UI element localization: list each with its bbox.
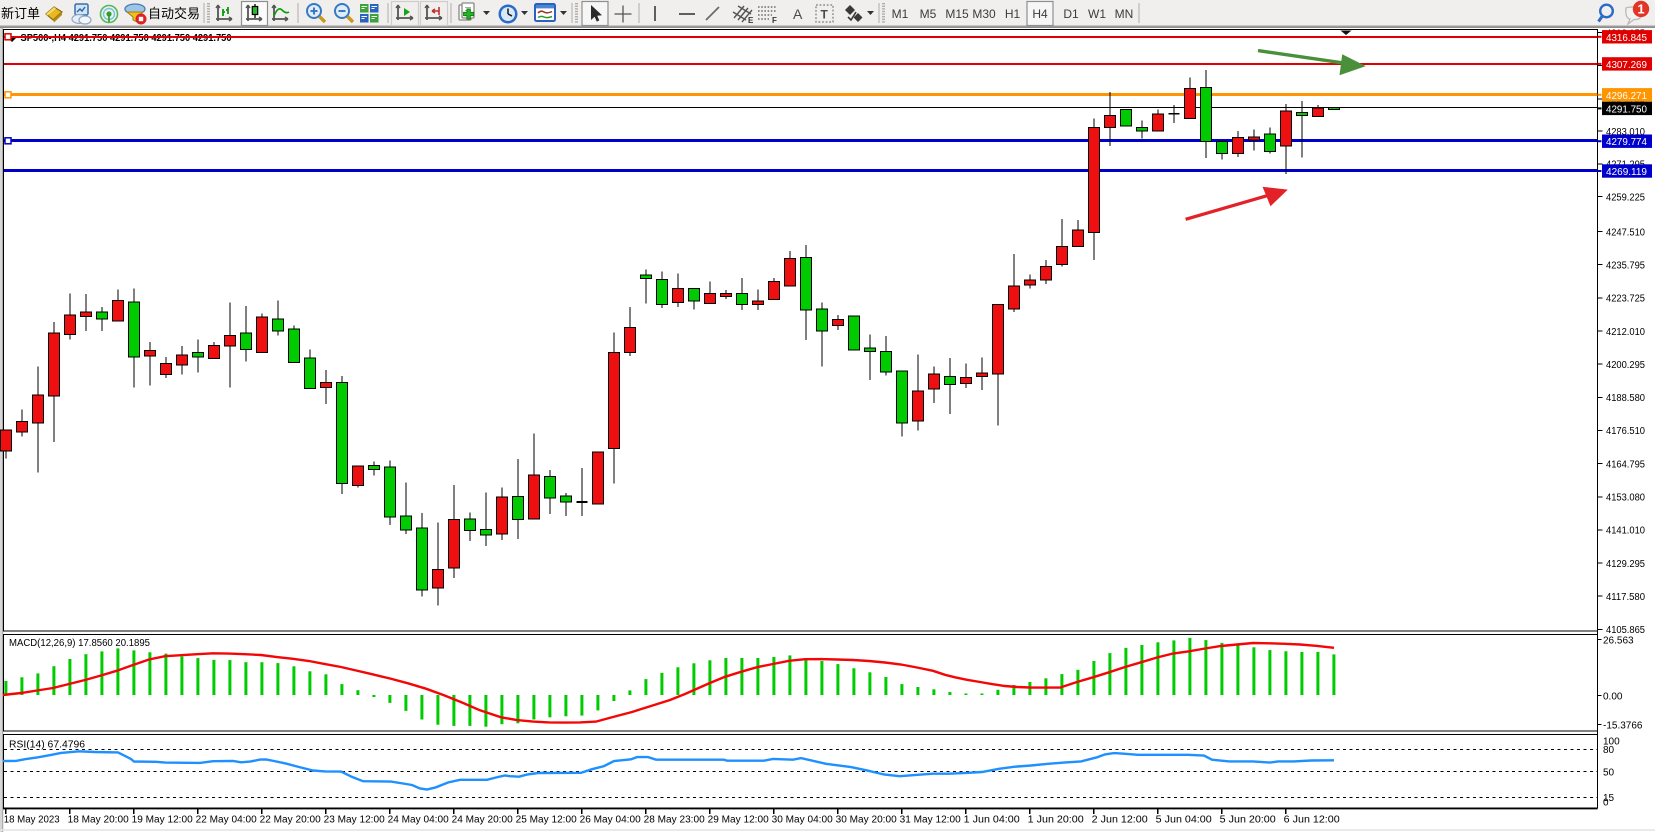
svg-text:24 May 20:00: 24 May 20:00	[452, 815, 513, 826]
svg-text:H1: H1	[1005, 7, 1021, 21]
svg-text:W1: W1	[1088, 7, 1106, 21]
svg-text:28 May 23:00: 28 May 23:00	[644, 815, 705, 826]
svg-text:30 May 04:00: 30 May 04:00	[772, 815, 833, 826]
svg-text:4129.295: 4129.295	[1606, 559, 1645, 570]
svg-text:26.563: 26.563	[1603, 635, 1634, 646]
svg-text:M15: M15	[945, 7, 969, 21]
svg-text:M1: M1	[892, 7, 909, 21]
svg-text:5 Jun 04:00: 5 Jun 04:00	[1156, 815, 1212, 826]
svg-text:80: 80	[1603, 745, 1615, 756]
svg-text:4105.865: 4105.865	[1606, 625, 1645, 636]
svg-text:4247.510: 4247.510	[1606, 227, 1645, 238]
svg-text:22 May 04:00: 22 May 04:00	[196, 815, 257, 826]
svg-text:RSI(14) 67.4796: RSI(14) 67.4796	[9, 740, 85, 751]
svg-text:自动交易: 自动交易	[148, 6, 200, 21]
svg-text:MACD(12,26,9) 17.8560 20.1895: MACD(12,26,9) 17.8560 20.1895	[9, 638, 150, 649]
svg-text:4291.750: 4291.750	[1606, 104, 1647, 115]
svg-text:M30: M30	[972, 7, 996, 21]
svg-text:4212.010: 4212.010	[1606, 327, 1645, 338]
svg-text:18 May 20:00: 18 May 20:00	[68, 815, 129, 826]
svg-text:0.00: 0.00	[1603, 691, 1623, 702]
svg-text:1 Jun 20:00: 1 Jun 20:00	[1028, 815, 1084, 826]
svg-text:4141.010: 4141.010	[1606, 526, 1645, 537]
svg-text:4296.271: 4296.271	[1606, 91, 1647, 102]
svg-text:4153.080: 4153.080	[1606, 493, 1645, 504]
svg-text:50: 50	[1603, 767, 1615, 778]
svg-text:26 May 04:00: 26 May 04:00	[580, 815, 641, 826]
svg-text:-15.3766: -15.3766	[1603, 720, 1643, 731]
svg-text:A: A	[793, 6, 803, 22]
svg-text:2 Jun 12:00: 2 Jun 12:00	[1092, 815, 1148, 826]
svg-text:4279.774: 4279.774	[1606, 137, 1647, 148]
svg-text:4176.510: 4176.510	[1606, 426, 1645, 437]
svg-text:H4: H4	[1032, 7, 1048, 21]
svg-text:31 May 12:00: 31 May 12:00	[900, 815, 961, 826]
svg-text:4164.795: 4164.795	[1606, 459, 1645, 470]
svg-text:MN: MN	[1115, 7, 1134, 21]
svg-text:18 May 2023: 18 May 2023	[4, 815, 60, 826]
svg-text:1: 1	[1637, 2, 1644, 17]
svg-text:4235.795: 4235.795	[1606, 260, 1645, 271]
svg-text:4283.010: 4283.010	[1606, 127, 1645, 138]
svg-text:4117.580: 4117.580	[1606, 592, 1645, 603]
svg-text:M5: M5	[920, 7, 937, 21]
svg-text:5 Jun 20:00: 5 Jun 20:00	[1220, 815, 1276, 826]
svg-text:6 Jun 12:00: 6 Jun 12:00	[1284, 815, 1340, 826]
svg-text:30 May 20:00: 30 May 20:00	[836, 815, 897, 826]
svg-text:19 May 12:00: 19 May 12:00	[132, 815, 193, 826]
svg-text:29 May 12:00: 29 May 12:00	[708, 815, 769, 826]
svg-text:新订单: 新订单	[1, 6, 40, 21]
svg-text:15: 15	[1603, 793, 1615, 804]
svg-text:4259.225: 4259.225	[1606, 192, 1645, 203]
svg-text:4223.725: 4223.725	[1606, 294, 1645, 305]
svg-text:D1: D1	[1063, 7, 1079, 21]
svg-text:1 Jun 04:00: 1 Jun 04:00	[964, 815, 1020, 826]
svg-text:24 May 04:00: 24 May 04:00	[388, 815, 449, 826]
svg-text:T: T	[821, 8, 829, 22]
svg-text:4188.580: 4188.580	[1606, 393, 1645, 404]
svg-text:25 May 12:00: 25 May 12:00	[516, 815, 577, 826]
svg-text:22 May 20:00: 22 May 20:00	[260, 815, 321, 826]
svg-text:4269.119: 4269.119	[1606, 167, 1647, 178]
svg-text:23 May 12:00: 23 May 12:00	[324, 815, 385, 826]
svg-text:100: 100	[1603, 737, 1620, 748]
svg-text:F: F	[772, 16, 777, 25]
svg-text:E: E	[748, 16, 754, 25]
svg-text:4200.295: 4200.295	[1606, 360, 1645, 371]
svg-text:4307.269: 4307.269	[1606, 60, 1647, 71]
svg-text:0: 0	[1603, 798, 1609, 809]
svg-text:4316.845: 4316.845	[1606, 33, 1647, 44]
